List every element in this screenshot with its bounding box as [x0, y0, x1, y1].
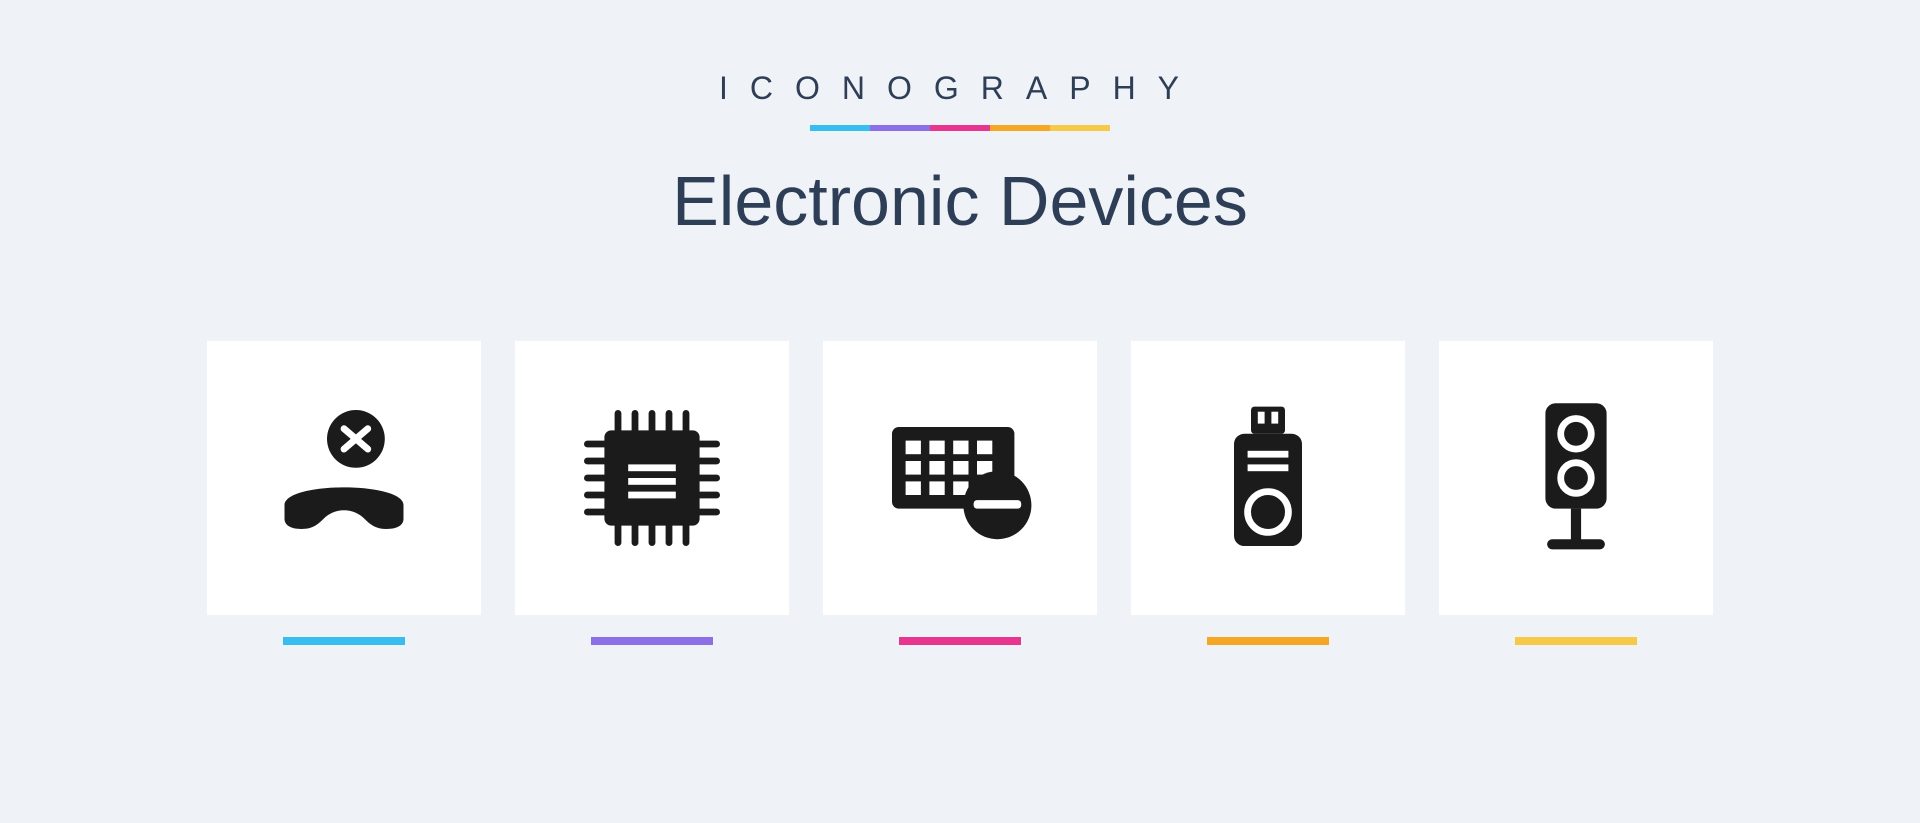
icon-tile	[823, 341, 1097, 645]
tile-underline	[1207, 637, 1329, 645]
missed-call-icon	[259, 393, 429, 563]
icon-card[interactable]	[515, 341, 789, 615]
icon-card[interactable]	[823, 341, 1097, 615]
accent-seg-2	[870, 125, 930, 131]
icon-tile	[207, 341, 481, 645]
cpu-chip-icon	[567, 393, 737, 563]
accent-seg-5	[1050, 125, 1110, 131]
tile-underline	[283, 637, 405, 645]
icon-card[interactable]	[207, 341, 481, 615]
brand-underline	[0, 125, 1920, 131]
icon-tile	[515, 341, 789, 645]
icon-tile	[1131, 341, 1405, 645]
icon-card[interactable]	[1439, 341, 1713, 615]
traffic-light-icon	[1491, 393, 1661, 563]
tile-underline	[1515, 637, 1637, 645]
accent-seg-4	[990, 125, 1050, 131]
icon-row	[0, 341, 1920, 645]
keyboard-remove-icon	[875, 393, 1045, 563]
brand-label: ICONOGRAPHY	[0, 70, 1920, 107]
accent-seg-1	[810, 125, 870, 131]
icon-card[interactable]	[1131, 341, 1405, 615]
header: ICONOGRAPHY Electronic Devices	[0, 0, 1920, 241]
icon-tile	[1439, 341, 1713, 645]
accent-seg-3	[930, 125, 990, 131]
usb-drive-icon	[1183, 393, 1353, 563]
tile-underline	[899, 637, 1021, 645]
set-title: Electronic Devices	[0, 161, 1920, 241]
tile-underline	[591, 637, 713, 645]
